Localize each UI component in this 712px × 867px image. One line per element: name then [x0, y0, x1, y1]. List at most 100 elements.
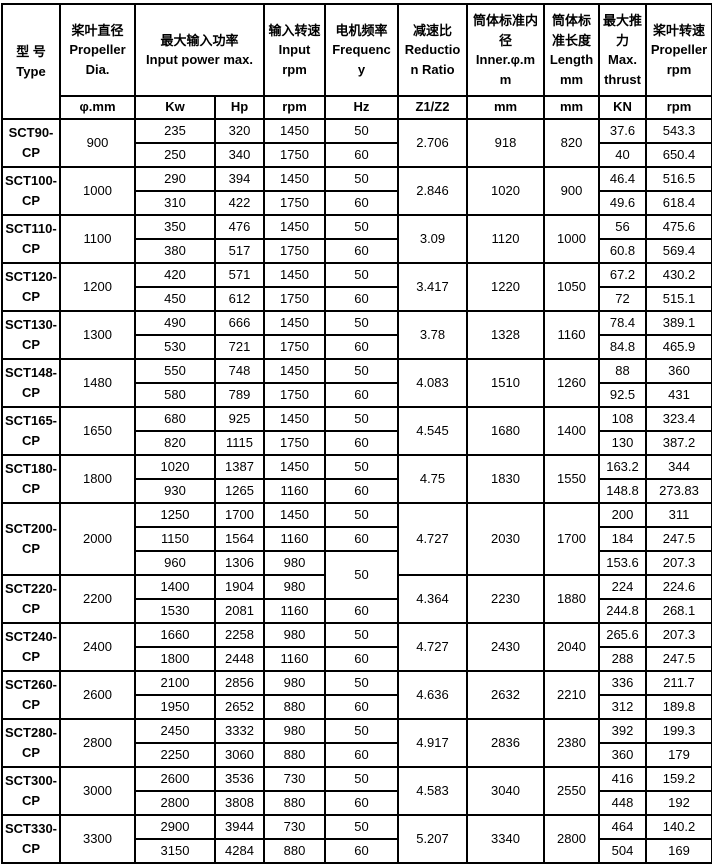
power-kw-cell: 680 — [134, 406, 216, 432]
input-rpm-cell: 1450 — [263, 166, 326, 192]
frequency-cell: 60 — [324, 742, 399, 768]
propeller-dia-cell: 1480 — [59, 358, 136, 408]
unit-input-rpm: rpm — [263, 95, 326, 120]
input-rpm-cell: 980 — [263, 670, 326, 696]
spec-row: SCT100-CP 1000 290 394 1450 50 2.846 1020 900 46.… — [1, 166, 712, 216]
spec-row: 930 1265 1160 60 148.8 273.83 — [2, 478, 712, 504]
power-hp-cell: 3060 — [214, 742, 265, 768]
propeller-rpm-cell: 516.5 — [645, 166, 712, 192]
spec-row: SCT240-CP 2400 1660 2258 980 50 4.727 2430 2040 2… — [1, 622, 712, 672]
propeller-rpm-cell: 247.5 — [645, 646, 712, 672]
header-propeller-dia-zh: 桨叶直径 — [71, 22, 124, 38]
input-rpm-cell: 1450 — [263, 502, 326, 528]
max-thrust-cell: 504 — [598, 838, 647, 864]
length-cell: 1700 — [543, 502, 600, 576]
max-thrust-cell: 312 — [598, 694, 647, 720]
max-thrust-cell: 88 — [598, 358, 647, 384]
spec-row: 580 789 1750 60 92.5 431 — [2, 382, 712, 408]
power-hp-cell: 1115 — [214, 430, 265, 456]
input-rpm-cell: 1160 — [263, 646, 326, 672]
power-kw-cell: 350 — [134, 214, 216, 240]
power-hp-cell: 2081 — [214, 598, 265, 624]
reduction-ratio-cell: 2.846 — [397, 166, 468, 216]
power-kw-cell: 235 — [134, 118, 216, 144]
header-input-power-en: Input power max. — [146, 52, 253, 67]
frequency-cell: 50 — [324, 358, 399, 384]
max-thrust-cell: 37.6 — [598, 118, 647, 144]
max-thrust-cell: 336 — [598, 670, 647, 696]
inner-dia-cell: 2430 — [466, 622, 545, 672]
input-rpm-cell: 1160 — [263, 598, 326, 624]
model-cell: SCT220-CP — [1, 574, 61, 624]
header-input-power: 最大输入功率 Input power max. — [134, 3, 265, 97]
frequency-cell: 50 — [324, 166, 399, 192]
unit-dia: φ.mm — [59, 95, 136, 120]
header-inner-dia-zh: 筒体标准内径 — [472, 13, 538, 48]
header-row-main: 型 号 Type 桨叶直径 Propeller Dia. 最大输入功率 Inpu… — [1, 3, 712, 120]
length-cell: 1400 — [543, 406, 600, 456]
propeller-rpm-cell: 344 — [645, 454, 712, 480]
spec-row: SCT300-CP 3000 2600 3536 730 50 4.583 3040 2550 4… — [1, 766, 712, 816]
input-rpm-cell: 1750 — [263, 238, 326, 264]
input-rpm-cell: 1750 — [263, 286, 326, 312]
power-kw-cell: 2600 — [134, 766, 216, 792]
power-kw-cell: 2100 — [134, 670, 216, 696]
inner-dia-cell: 1510 — [466, 358, 545, 408]
power-kw-cell: 2800 — [134, 790, 216, 816]
power-hp-cell: 1700 — [214, 502, 265, 528]
header-length-zh: 筒体标准长度 — [551, 13, 591, 48]
inner-dia-cell: 2836 — [466, 718, 545, 768]
length-cell: 1000 — [543, 214, 600, 264]
inner-dia-cell: 918 — [466, 118, 545, 168]
propeller-rpm-cell: 268.1 — [645, 598, 712, 624]
length-cell: 2550 — [543, 766, 600, 816]
power-hp-cell: 422 — [214, 190, 265, 216]
input-rpm-cell: 980 — [263, 574, 326, 600]
header-frequency-zh: 电机频率 — [335, 22, 388, 38]
propeller-dia-cell: 2400 — [59, 622, 136, 672]
propeller-rpm-cell: 247.5 — [645, 526, 712, 552]
input-rpm-cell: 880 — [263, 742, 326, 768]
propeller-rpm-cell: 618.4 — [645, 190, 712, 216]
frequency-cell: 50 — [324, 550, 399, 600]
power-hp-cell: 1306 — [214, 550, 265, 576]
model-cell: SCT110-CP — [1, 214, 61, 264]
frequency-cell: 50 — [324, 310, 399, 336]
max-thrust-cell: 148.8 — [598, 478, 647, 504]
propeller-dia-cell: 3000 — [59, 766, 136, 816]
power-hp-cell: 3536 — [214, 766, 265, 792]
header-reduction-ratio-en: Reduction Ratio — [404, 42, 461, 77]
unit-length: mm — [543, 95, 600, 120]
spec-row: 310 422 1750 60 49.6 618.4 — [2, 190, 712, 216]
power-kw-cell: 1400 — [134, 574, 216, 600]
power-hp-cell: 2258 — [214, 622, 265, 648]
max-thrust-cell: 416 — [598, 766, 647, 792]
propeller-rpm-cell: 169 — [645, 838, 712, 864]
unit-thrust: KN — [598, 95, 647, 120]
power-hp-cell: 2856 — [214, 670, 265, 696]
spec-row: SCT220-CP 2200 1400 1904 980 4.364 2230 1880 224… — [1, 574, 712, 624]
power-hp-cell: 666 — [214, 310, 265, 336]
spec-row: 820 1115 1750 60 130 387.2 — [2, 430, 712, 456]
max-thrust-cell: 224 — [598, 574, 647, 600]
length-cell: 2040 — [543, 622, 600, 672]
propeller-rpm-cell: 207.3 — [645, 550, 712, 576]
header-input-rpm-zh: 输入转速 — [268, 22, 321, 38]
reduction-ratio-cell: 4.545 — [397, 406, 468, 456]
frequency-cell: 50 — [324, 814, 399, 840]
frequency-cell: 50 — [324, 118, 399, 144]
reduction-ratio-cell: 4.364 — [397, 574, 468, 624]
frequency-cell: 60 — [324, 430, 399, 456]
power-kw-cell: 960 — [134, 550, 216, 576]
reduction-ratio-cell: 3.09 — [397, 214, 468, 264]
header-propeller-rpm-en: Propeller rpm — [650, 42, 708, 77]
power-hp-cell: 1387 — [214, 454, 265, 480]
input-rpm-cell: 1750 — [263, 334, 326, 360]
unit-prop-rpm: rpm — [645, 95, 712, 120]
max-thrust-cell: 448 — [598, 790, 647, 816]
spec-row: SCT110-CP 1100 350 476 1450 50 3.09 1120 1000 56 4… — [1, 214, 712, 264]
unit-inner: mm — [466, 95, 545, 120]
inner-dia-cell: 3040 — [466, 766, 545, 816]
reduction-ratio-cell: 4.727 — [397, 622, 468, 672]
length-cell: 900 — [543, 166, 600, 216]
